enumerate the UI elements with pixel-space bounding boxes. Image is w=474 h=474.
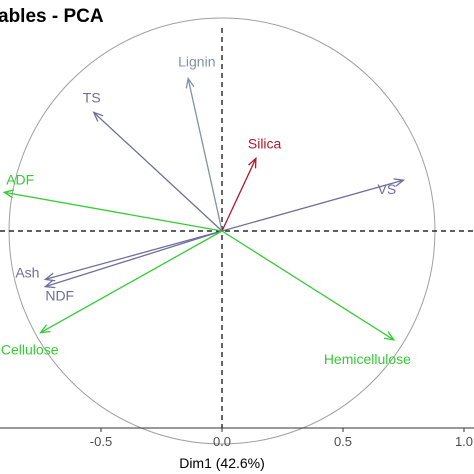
- arrow-silica: [221, 158, 257, 232]
- label-cellulose: Cellulose: [1, 342, 59, 358]
- arrowhead-adf: [2, 189, 15, 199]
- arrow-ash: [45, 230, 223, 281]
- label-lignin: Lignin: [178, 54, 215, 70]
- x-axis-title: Dim1 (42.6%): [179, 455, 265, 471]
- arrow-ts: [93, 111, 223, 232]
- arrowhead-ndf: [43, 279, 56, 289]
- x-tick-label: 0.5: [334, 434, 352, 449]
- arrow-cellulose: [40, 230, 223, 334]
- arrow-hemicellulose: [221, 230, 395, 341]
- variable-arrows: Lignin TS Silica VS ADF Ash NDF Cellulose Hemice…: [1, 54, 411, 367]
- arrowhead-cellulose: [39, 324, 51, 334]
- label-hemicellulose: Hemicellulose: [324, 351, 411, 367]
- label-ash: Ash: [15, 264, 39, 280]
- label-adf: ADF: [6, 171, 34, 187]
- x-axis-ticks: -0.5 0.0 0.5 1.0: [90, 428, 473, 449]
- x-tick-label: 0.0: [213, 434, 231, 449]
- arrow-vs: [221, 179, 404, 232]
- chart-title: ables - PCA: [0, 6, 104, 27]
- arrowhead-hemicellulose: [383, 331, 396, 341]
- arrow-ndf: [45, 230, 223, 288]
- arrow-adf: [4, 191, 223, 232]
- arrowhead-silica: [248, 156, 257, 169]
- arrowhead-ts: [92, 111, 104, 122]
- x-tick-label: 1.0: [455, 434, 473, 449]
- label-ts: TS: [83, 89, 101, 105]
- label-silica: Silica: [248, 135, 282, 151]
- label-ndf: NDF: [45, 288, 74, 304]
- label-vs: VS: [378, 181, 397, 197]
- arrow-lignin: [187, 78, 223, 232]
- x-tick-label: -0.5: [90, 434, 112, 449]
- arrowhead-lignin: [185, 76, 195, 89]
- arrowhead-vs: [393, 178, 406, 187]
